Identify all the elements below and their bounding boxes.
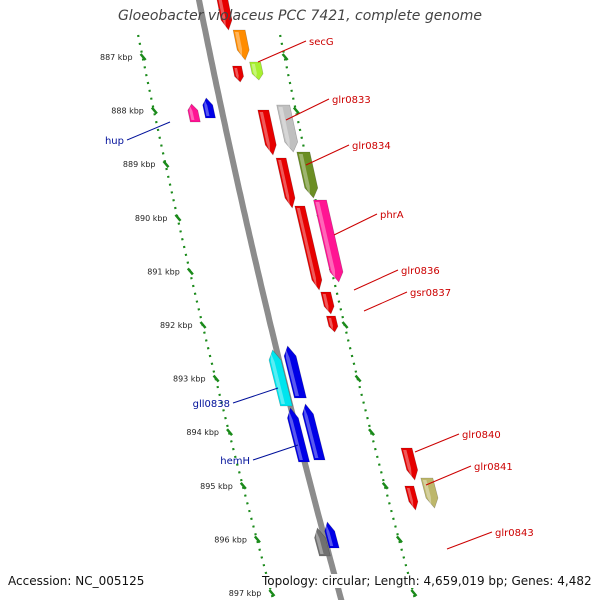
ruler-right	[279, 34, 417, 600]
label-leader	[285, 98, 330, 121]
gene-reverse[interactable]	[324, 521, 340, 549]
gene-forward[interactable]	[232, 29, 250, 61]
kbp-label: 890 kbp	[135, 214, 168, 223]
gene-label-glr0840[interactable]: glr0840	[462, 430, 501, 441]
gene-reverse[interactable]	[202, 97, 216, 119]
gene-reverse[interactable]	[268, 349, 293, 407]
label-leader	[353, 269, 399, 291]
gene-label-glr0834[interactable]: glr0834	[352, 141, 391, 152]
gene-forward[interactable]	[320, 291, 335, 315]
gene-label-glr0833[interactable]: glr0833	[332, 95, 371, 106]
kbp-tick	[253, 535, 261, 544]
gene-label-gll0838[interactable]: gll0838	[193, 399, 230, 410]
label-leader	[414, 433, 460, 453]
kbp-label: 895 kbp	[200, 482, 233, 491]
gene-label-secG[interactable]: secG	[309, 37, 334, 48]
kbp-tick	[226, 428, 233, 437]
gene-reverse[interactable]	[314, 527, 331, 557]
gene-label-glr0836[interactable]: glr0836	[401, 266, 440, 277]
kbp-tick	[395, 535, 403, 544]
kbp-tick	[281, 53, 289, 61]
kbp-tick	[268, 589, 276, 597]
gene-forward[interactable]	[326, 315, 339, 333]
kbp-tick	[150, 106, 158, 115]
kbp-tick	[199, 321, 207, 329]
gene-label-glr0843[interactable]: glr0843	[495, 528, 534, 539]
label-leader	[126, 121, 171, 141]
genome-backbone	[195, 0, 345, 600]
kbp-label: 897 kbp	[229, 589, 262, 598]
accession-text: Accession: NC_005125	[8, 574, 145, 588]
gene-reverse[interactable]	[302, 403, 326, 461]
gene-forward[interactable]	[404, 485, 419, 511]
kbp-label: 887 kbp	[100, 53, 133, 62]
kbp-label: 893 kbp	[173, 375, 206, 384]
kbp-label: 896 kbp	[214, 535, 247, 544]
gene-forward[interactable]	[420, 477, 439, 509]
gene-forward[interactable]	[257, 109, 277, 156]
gene-forward[interactable]	[400, 447, 419, 481]
kbp-tick	[381, 481, 389, 490]
gene-track	[187, 0, 439, 557]
label-leader	[333, 213, 378, 236]
gene-reverse[interactable]	[283, 345, 307, 399]
gene-label-hemH[interactable]: hemH	[220, 456, 250, 467]
gene-forward[interactable]	[232, 65, 244, 83]
kbp-tick	[186, 267, 194, 276]
kbp-label: 888 kbp	[111, 107, 144, 116]
gene-label-phrA[interactable]: phrA	[380, 210, 404, 221]
kbp-label: 894 kbp	[186, 428, 219, 437]
gene-label-gsr0837[interactable]: gsr0837	[410, 288, 451, 299]
kbp-tick	[139, 53, 147, 61]
kbp-tick	[368, 428, 375, 437]
label-leader	[257, 40, 307, 63]
gene-label-glr0841[interactable]: glr0841	[474, 462, 513, 473]
gene-forward[interactable]	[216, 0, 233, 31]
gene-reverse[interactable]	[287, 407, 310, 463]
label-leader	[425, 465, 472, 486]
label-leader	[232, 387, 279, 404]
gene-forward[interactable]	[249, 61, 264, 81]
kbp-tick	[174, 213, 182, 222]
label-leader	[252, 444, 299, 461]
gene-forward[interactable]	[294, 205, 323, 291]
kbp-tick	[162, 160, 170, 169]
label-leader	[446, 531, 493, 550]
gene-reverse[interactable]	[187, 103, 201, 123]
kbp-tick	[212, 374, 220, 383]
gene-forward[interactable]	[276, 104, 299, 153]
kbp-label: 892 kbp	[160, 321, 193, 330]
gene-labels: secG glr0833 glr0834 phrA glr0836 gsr0837 glr0…	[105, 37, 534, 550]
topology-text: Topology: circular; Length: 4,659,019 bp…	[262, 574, 592, 588]
kbp-tick	[341, 321, 349, 329]
kbp-tick	[292, 106, 300, 115]
kbp-tick	[410, 589, 418, 597]
label-leader	[363, 291, 408, 312]
label-leader	[305, 144, 350, 166]
kbp-label: 891 kbp	[147, 267, 180, 276]
backbone	[195, 0, 345, 600]
gene-forward[interactable]	[296, 151, 319, 199]
kbp-tick	[354, 374, 362, 383]
map-title: Gloeobacter violaceus PCC 7421, complete…	[117, 8, 483, 24]
ruler-left	[137, 34, 275, 600]
gene-forward[interactable]	[275, 157, 296, 209]
gene-forward[interactable]	[313, 199, 344, 283]
ruler-ticks: 887 kbp 888 kbp 889 kbp 890 kbp 891 kbp 892 k…	[100, 34, 418, 600]
kbp-label: 889 kbp	[123, 160, 156, 169]
kbp-tick	[239, 481, 247, 490]
gene-label-hup[interactable]: hup	[105, 136, 124, 147]
